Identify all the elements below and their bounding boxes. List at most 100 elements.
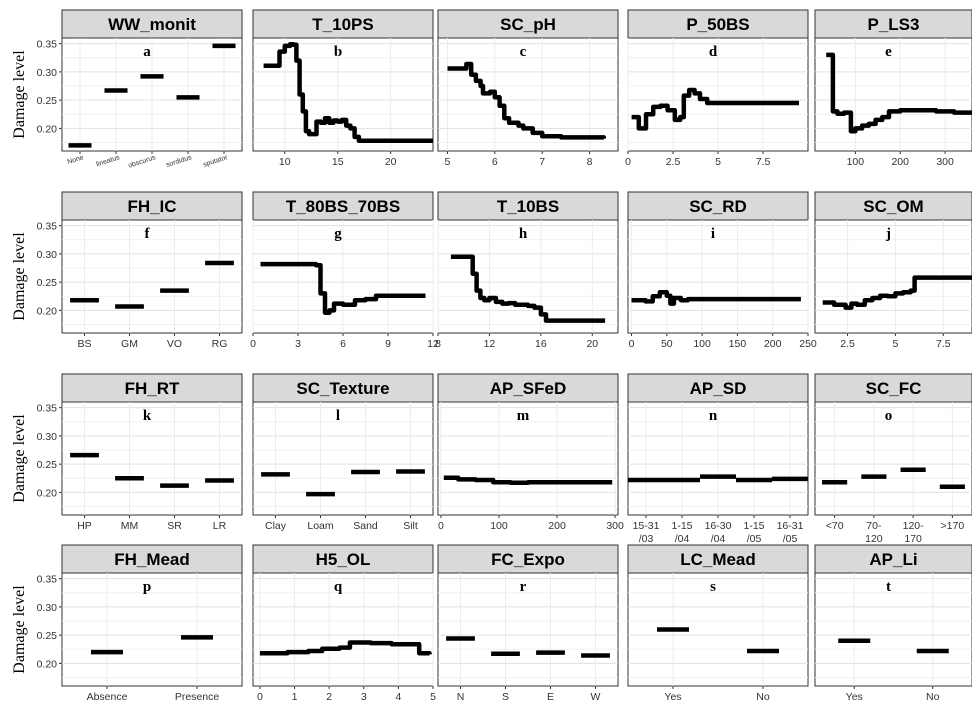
panel-i: SC_RDi 0 50 100 150 200 250 (627, 191, 817, 350)
plot-area (814, 37, 972, 152)
x-tick-label: E (547, 691, 554, 702)
x-tick-label: 8 (587, 156, 593, 168)
x-tick-label: 100 (693, 338, 711, 350)
panel-title: H5_OL (316, 550, 371, 569)
x-tick-label: Yes (664, 691, 681, 702)
x-tick-label: 170 (904, 533, 922, 545)
x-tick-label: 2.5 (666, 156, 681, 168)
x-tick-label: None (67, 154, 85, 166)
data-line (443, 475, 613, 486)
panel-letter: o (885, 408, 893, 424)
y-tick-label: 0.25 (37, 630, 58, 642)
x-tick-label: 0 (625, 156, 631, 168)
x-tick-label: 5 (430, 691, 436, 702)
x-tick-label: 300 (936, 156, 954, 168)
x-tick-label: 0 (250, 338, 256, 350)
x-tick-label: No (926, 691, 940, 702)
x-tick-label: 20 (586, 338, 598, 350)
panel-title: T_10BS (497, 197, 559, 216)
panel-strip (61, 191, 243, 221)
x-tick-label: 12 (484, 338, 496, 350)
panel-strip (252, 373, 434, 403)
x-tick-label: 150 (729, 338, 747, 350)
panel-title: SC_Texture (296, 379, 389, 398)
panel-letter: c (520, 44, 527, 60)
panel-letter: k (143, 408, 152, 424)
panel-title: P_50BS (686, 15, 749, 34)
panel-title: FH_IC (127, 197, 176, 216)
panel-b: T_10PSb101520 (252, 9, 434, 168)
x-tick-label: 100 (847, 156, 865, 168)
x-tick-label: 6 (340, 338, 346, 350)
panel-title: LC_Mead (680, 550, 756, 569)
x-tick-label: /03 (639, 533, 654, 545)
panel-strip (627, 191, 809, 221)
plot-area (437, 401, 619, 516)
panel-strip (437, 544, 619, 574)
y-tick-label: 0.35 (37, 574, 58, 586)
panel-letter: f (145, 226, 151, 242)
x-tick-label: 20 (385, 156, 397, 168)
panel-title: T_80BS_70BS (286, 197, 400, 216)
x-tick-label: 200 (891, 156, 909, 168)
x-tick-label: 5 (715, 156, 721, 168)
plot-area (814, 572, 972, 687)
panel-letter: e (885, 44, 892, 60)
x-tick-label: 0 (257, 691, 263, 702)
data-line (260, 261, 426, 315)
x-tick-label: No (756, 691, 770, 702)
x-tick-label: 9 (385, 338, 391, 350)
panel-strip (437, 9, 619, 39)
y-tick-label: 0.30 (37, 67, 58, 79)
x-tick-label: Clay (265, 520, 287, 532)
x-tick-label: 300 (606, 520, 624, 532)
panel-letter: d (709, 44, 718, 60)
x-tick-label: 100 (490, 520, 508, 532)
x-tick-label: N (457, 691, 465, 702)
x-tick-label: HP (77, 520, 92, 532)
x-tick-label: >170 (941, 520, 965, 532)
x-tick-label: Silt (403, 520, 418, 532)
x-tick-label: W (591, 691, 601, 702)
panel-letter: j (885, 226, 891, 242)
panel-title: AP_Li (869, 550, 917, 569)
y-axis-label: Damage level (11, 414, 28, 503)
x-tick-label: 120 (865, 533, 883, 545)
x-tick-label: 16-31 (777, 520, 804, 532)
plot-area (252, 572, 434, 687)
y-tick-label: 0.30 (37, 431, 58, 443)
x-tick-label: sordidus (165, 154, 193, 169)
panel-letter: q (334, 579, 343, 595)
y-tick-label: 0.35 (37, 39, 58, 51)
plot-area (252, 401, 434, 516)
panel-title: T_10PS (312, 15, 373, 34)
plot-area (252, 37, 434, 152)
panel-title: AP_SFeD (490, 379, 567, 398)
x-tick-label: BS (77, 338, 91, 350)
x-tick-label: 50 (661, 338, 673, 350)
x-tick-label: S (502, 691, 509, 702)
x-tick-label: Absence (87, 691, 128, 702)
panel-letter: n (709, 408, 718, 424)
panel-letter: g (334, 226, 342, 242)
panel-letter: a (143, 44, 151, 60)
x-tick-label: <70 (826, 520, 844, 532)
x-tick-label: obscurus (127, 154, 157, 170)
x-tick-label: VO (167, 338, 182, 350)
panel-title: SC_OM (863, 197, 923, 216)
y-axis-label: Damage level (11, 232, 28, 321)
panel-title: SC_pH (500, 15, 556, 34)
panel-letter: r (520, 579, 527, 595)
panel-letter: p (143, 579, 151, 595)
x-tick-label: 7.5 (936, 338, 951, 350)
panel-title: FH_Mead (114, 550, 190, 569)
x-tick-label: 16 (535, 338, 547, 350)
y-axis-label: Damage level (11, 50, 28, 139)
